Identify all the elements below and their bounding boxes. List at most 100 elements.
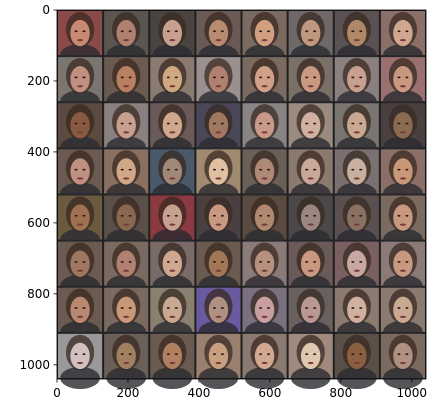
mouth-shape [400,177,406,179]
eye-shape [213,30,216,32]
face-shape [209,250,228,276]
eye-shape [82,215,85,217]
face-shape [301,66,320,92]
face-shape [301,250,320,276]
eye-shape [405,169,408,171]
face-shape [209,66,228,92]
eye-shape [313,307,316,309]
x-tick-label: 1000 [397,386,428,400]
eye-shape [267,169,270,171]
mouth-shape [123,131,129,133]
eye-shape [129,261,132,263]
eye-shape [359,123,362,125]
eye-shape [213,307,216,309]
eye-shape [221,353,224,355]
eye-shape [129,30,132,32]
face-shape [116,112,135,138]
shoulders-shape [152,367,192,389]
eye-shape [167,307,170,309]
mouth-shape [308,85,314,87]
eye-shape [221,123,224,125]
eye-shape [405,307,408,309]
mouth-shape [261,177,267,179]
face-shape [301,158,320,184]
face-shape [301,112,320,138]
face-shape [301,343,320,369]
eye-shape [82,77,85,79]
face-shape [209,112,228,138]
eye-shape [82,307,85,309]
eye-shape [313,261,316,263]
x-tick-label: 0 [53,386,61,400]
eye-shape [313,169,316,171]
eye-shape [267,77,270,79]
mouth-shape [215,362,221,364]
eye-shape [405,261,408,263]
mouth-shape [308,131,314,133]
mouth-shape [215,39,221,41]
eye-shape [359,307,362,309]
eye-shape [405,123,408,125]
face-shape [163,250,182,276]
face-shape [255,250,274,276]
mouth-shape [123,85,129,87]
face-shape [347,112,366,138]
eye-shape [82,123,85,125]
face-shape [116,20,135,46]
mouth-shape [354,270,360,272]
eye-shape [397,123,400,125]
eye-shape [167,123,170,125]
face-shape [163,20,182,46]
eye-shape [75,169,78,171]
mouth-shape [261,85,267,87]
eye-shape [213,215,216,217]
eye-shape [305,123,308,125]
face-shape [393,20,412,46]
mouth-shape [169,362,175,364]
mouth-shape [77,362,83,364]
eye-shape [313,123,316,125]
mouth-shape [261,362,267,364]
shoulders-shape [60,367,100,389]
face-shape [255,343,274,369]
mouth-shape [169,131,175,133]
mouth-shape [169,270,175,272]
mouth-shape [77,85,83,87]
eye-shape [397,353,400,355]
mouth-shape [123,316,129,318]
face-tile [289,334,333,389]
eye-shape [267,215,270,217]
eye-shape [82,353,85,355]
shoulders-shape [291,367,331,389]
face-shape [255,158,274,184]
eye-shape [129,123,132,125]
x-tick-label: 800 [329,386,352,400]
face-shape [209,297,228,323]
eye-shape [82,261,85,263]
mouth-shape [400,131,406,133]
face-shape [209,204,228,230]
eye-shape [75,261,78,263]
eye-shape [175,215,178,217]
face-shape [163,343,182,369]
eye-shape [405,77,408,79]
eye-shape [82,169,85,171]
eye-shape [82,30,85,32]
eye-shape [405,30,408,32]
eye-shape [129,169,132,171]
eye-shape [397,261,400,263]
eye-shape [351,169,354,171]
mouth-shape [400,316,406,318]
face-tile [58,334,102,389]
mouth-shape [215,85,221,87]
mouth-shape [77,177,83,179]
eye-shape [121,215,124,217]
y-tick-label: 600 [27,216,50,230]
face-shape [116,297,135,323]
eye-shape [359,353,362,355]
eye-shape [313,353,316,355]
mouth-shape [308,224,314,226]
eye-shape [121,307,124,309]
eye-shape [167,30,170,32]
